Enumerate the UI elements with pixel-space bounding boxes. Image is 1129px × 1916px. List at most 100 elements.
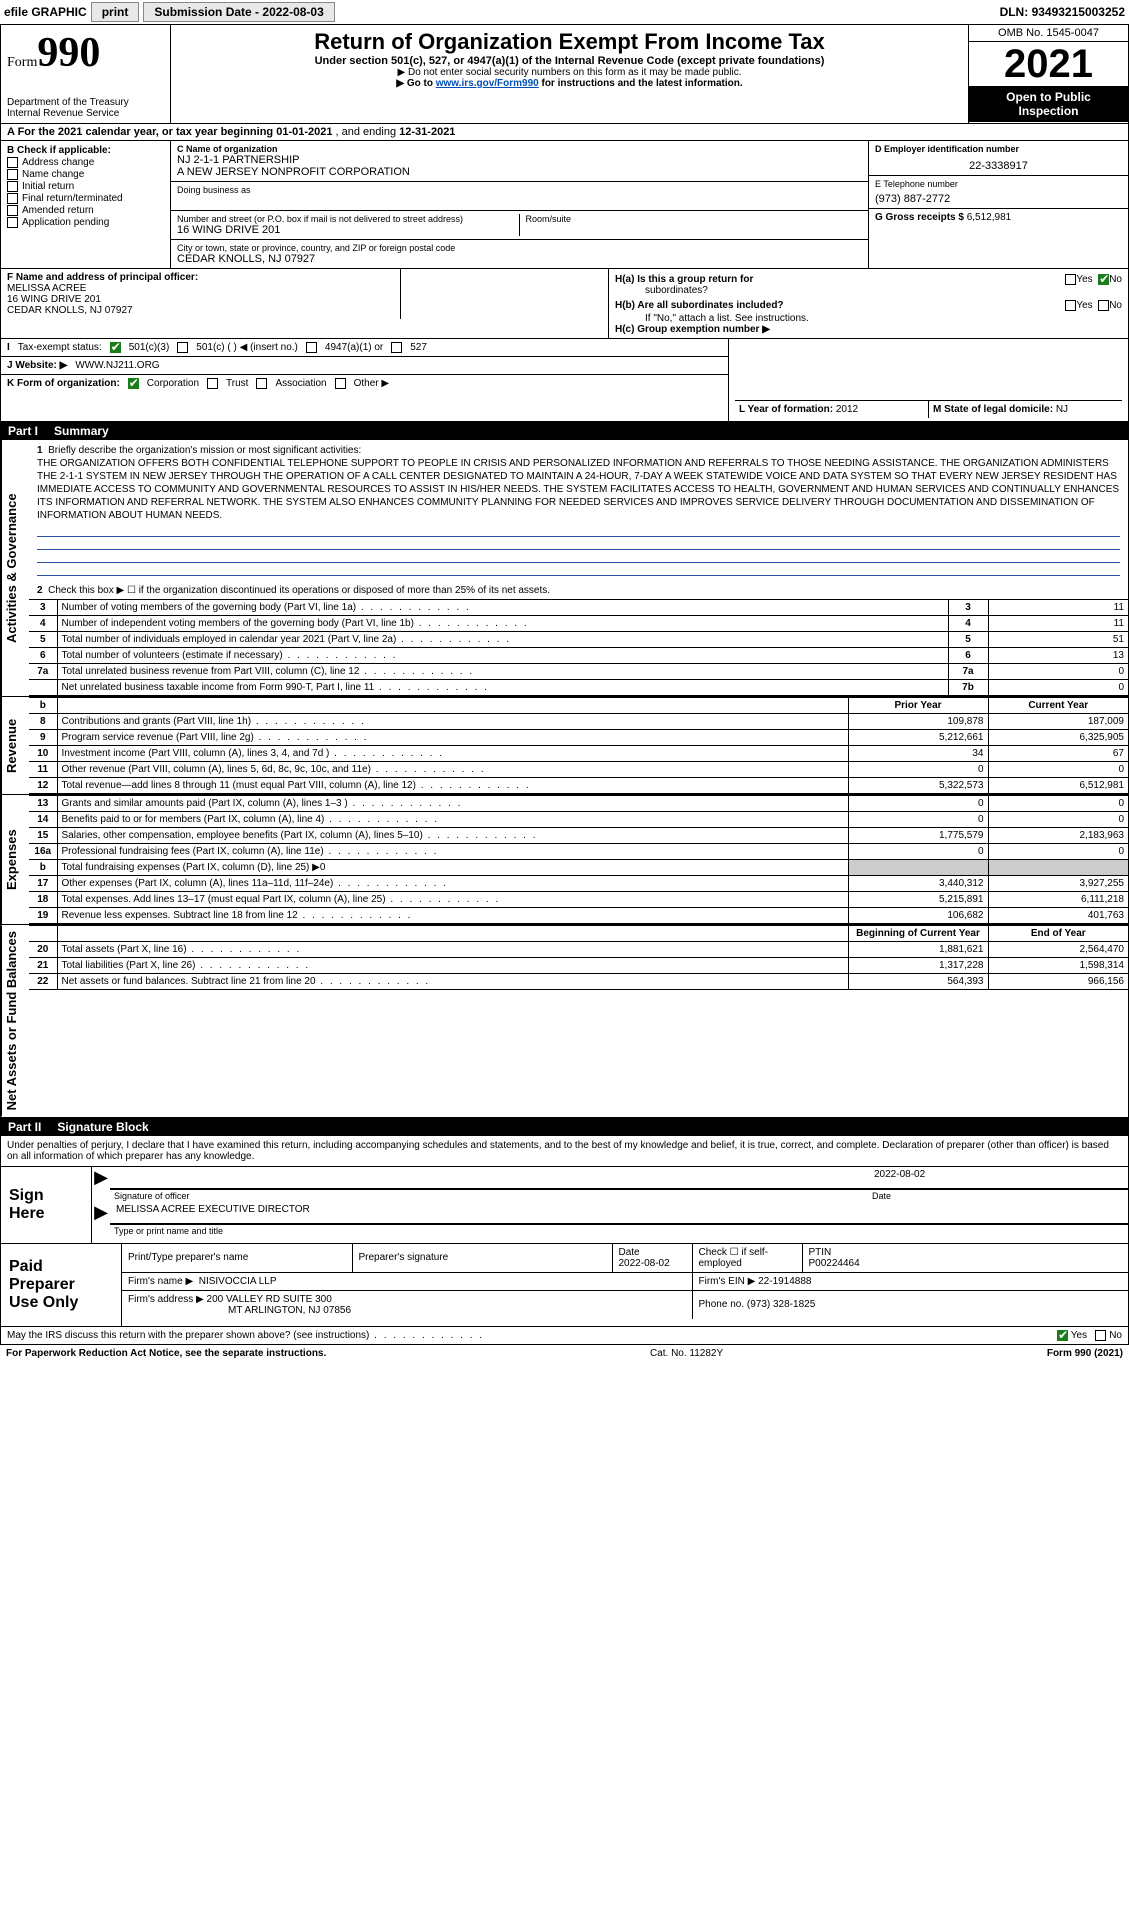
form-title: Return of Organization Exempt From Incom…	[177, 29, 962, 55]
net-assets-tab: Net Assets or Fund Balances	[1, 925, 29, 1116]
efile-label: efile GRAPHIC	[4, 5, 87, 19]
city-label: City or town, state or province, country…	[177, 243, 862, 253]
form990-link[interactable]: www.irs.gov/Form990	[436, 78, 539, 89]
room-label: Room/suite	[526, 214, 863, 224]
expenses-tab: Expenses	[1, 795, 29, 924]
year-formation: L Year of formation: 2012	[735, 401, 929, 418]
preparer-name-label: Print/Type preparer's name	[122, 1244, 352, 1273]
print-button[interactable]: print	[91, 2, 140, 22]
firm-phone: Phone no. (973) 328-1825	[692, 1290, 1128, 1319]
revenue-tab: Revenue	[1, 697, 29, 794]
dln-label: DLN: 93493215003252	[1000, 5, 1125, 19]
name-arrow-icon: ▶	[92, 1202, 110, 1237]
phone-value: (973) 887-2772	[875, 189, 1122, 205]
line1-label: Briefly describe the organization's miss…	[48, 445, 361, 456]
submission-date-button[interactable]: Submission Date - 2022-08-03	[143, 2, 334, 22]
state-domicile: M State of legal domicile: NJ	[929, 401, 1122, 418]
4947-checkbox[interactable]	[306, 342, 317, 353]
hb-label: H(b) Are all subordinates included?	[615, 300, 1035, 311]
org-name-2: A NEW JERSEY NONPROFIT CORPORATION	[177, 166, 862, 178]
org-name: NJ 2-1-1 PARTNERSHIP	[177, 154, 862, 166]
association-checkbox[interactable]	[256, 378, 267, 389]
paid-preparer-label: PaidPreparerUse Only	[1, 1244, 121, 1326]
phone-label: E Telephone number	[875, 179, 1122, 189]
city-state-zip: CEDAR KNOLLS, NJ 07927	[177, 253, 862, 265]
tax-exempt-label: Tax-exempt status:	[18, 342, 102, 353]
sig-arrow-icon: ▶	[92, 1167, 110, 1202]
part2-header: Part II Signature Block	[0, 1118, 1129, 1136]
final-return-checkbox[interactable]	[7, 193, 18, 204]
form-subtitle-3: ▶ Go to www.irs.gov/Form990 for instruct…	[177, 78, 962, 89]
preparer-date: Date2022-08-02	[612, 1244, 692, 1273]
cat-no: Cat. No. 11282Y	[650, 1348, 723, 1359]
hb-yes-checkbox[interactable]	[1065, 300, 1076, 311]
hb-note: If "No," attach a list. See instructions…	[615, 313, 1122, 324]
part1-header: Part I Summary	[0, 422, 1129, 440]
signature-intro: Under penalties of perjury, I declare th…	[0, 1136, 1129, 1167]
signature-date: 2022-08-02	[868, 1167, 1128, 1189]
ha-label: H(a) Is this a group return for	[615, 274, 1035, 285]
officer-signature-line[interactable]	[110, 1167, 868, 1189]
ha-sub: subordinates?	[615, 285, 1035, 296]
officer-addr2: CEDAR KNOLLS, NJ 07927	[7, 305, 394, 316]
row-a-tax-year: A For the 2021 calendar year, or tax yea…	[0, 124, 1129, 141]
activities-governance-tab: Activities & Governance	[1, 440, 29, 696]
other-checkbox[interactable]	[335, 378, 346, 389]
signature-date-label: Date	[868, 1189, 1128, 1202]
form-header: Form990 Department of the Treasury Inter…	[0, 24, 1129, 124]
officer-name-label: Type or print name and title	[110, 1224, 1128, 1237]
corporation-checkbox[interactable]	[128, 378, 139, 389]
dept-label: Department of the Treasury	[7, 97, 164, 108]
officer-signature-label: Signature of officer	[110, 1189, 868, 1202]
activities-table: 3Number of voting members of the governi…	[29, 599, 1128, 696]
ha-no-checkbox[interactable]	[1098, 274, 1109, 285]
firm-address: Firm's address ▶ 200 VALLEY RD SUITE 300…	[122, 1290, 692, 1319]
ein-label: D Employer identification number	[875, 144, 1122, 154]
501c-checkbox[interactable]	[177, 342, 188, 353]
dba-label: Doing business as	[177, 185, 862, 195]
527-checkbox[interactable]	[391, 342, 402, 353]
street-address: 16 WING DRIVE 201	[177, 224, 519, 236]
gross-receipts-value: 6,512,981	[967, 212, 1012, 223]
form-number: Form990	[7, 29, 164, 77]
org-name-label: C Name of organization	[177, 144, 862, 154]
section-b-checkboxes: B Check if applicable: Address change Na…	[1, 141, 171, 268]
self-employed-check[interactable]: Check ☐ if self-employed	[692, 1244, 802, 1273]
gross-receipts-label: G Gross receipts $	[875, 212, 967, 223]
expenses-table: 13Grants and similar amounts paid (Part …	[29, 795, 1128, 924]
501c3-checkbox[interactable]	[110, 342, 121, 353]
officer-name-title: MELISSA ACREE EXECUTIVE DIRECTOR	[110, 1202, 1128, 1224]
irs-label: Internal Revenue Service	[7, 108, 164, 119]
firm-ein: Firm's EIN ▶ 22-1914888	[692, 1272, 1128, 1290]
line1-mission: THE ORGANIZATION OFFERS BOTH CONFIDENTIA…	[37, 458, 1119, 521]
omb-number: OMB No. 1545-0047	[969, 25, 1128, 42]
firm-name: Firm's name ▶ NISIVOCCIA LLP	[122, 1272, 692, 1290]
may-discuss-question: May the IRS discuss this return with the…	[7, 1330, 484, 1341]
may-yes-checkbox[interactable]	[1057, 1330, 1068, 1341]
form-subtitle-1: Under section 501(c), 527, or 4947(a)(1)…	[177, 55, 962, 67]
application-pending-checkbox[interactable]	[7, 217, 18, 228]
hb-no-checkbox[interactable]	[1098, 300, 1109, 311]
ptin-cell: PTINP00224464	[802, 1244, 1128, 1273]
form-org-label: K Form of organization:	[7, 378, 120, 389]
officer-name: MELISSA ACREE	[7, 283, 394, 294]
revenue-table: bPrior YearCurrent Year8Contributions an…	[29, 697, 1128, 794]
net-assets-table: Beginning of Current YearEnd of Year20To…	[29, 925, 1128, 990]
amended-return-checkbox[interactable]	[7, 205, 18, 216]
street-label: Number and street (or P.O. box if mail i…	[177, 214, 519, 224]
address-change-checkbox[interactable]	[7, 157, 18, 168]
initial-return-checkbox[interactable]	[7, 181, 18, 192]
preparer-sig-label: Preparer's signature	[352, 1244, 612, 1273]
form-subtitle-2: ▶ Do not enter social security numbers o…	[177, 67, 962, 78]
name-change-checkbox[interactable]	[7, 169, 18, 180]
hc-label: H(c) Group exemption number ▶	[615, 324, 1122, 335]
trust-checkbox[interactable]	[207, 378, 218, 389]
sign-here-label: SignHere	[1, 1167, 91, 1243]
line2-text: Check this box ▶ ☐ if the organization d…	[48, 585, 550, 596]
ha-yes-checkbox[interactable]	[1065, 274, 1076, 285]
form-footer: Form 990 (2021)	[1047, 1348, 1123, 1359]
may-no-checkbox[interactable]	[1095, 1330, 1106, 1341]
open-public-badge: Open to PublicInspection	[969, 86, 1128, 122]
officer-addr1: 16 WING DRIVE 201	[7, 294, 394, 305]
tax-year: 2021	[969, 42, 1128, 86]
